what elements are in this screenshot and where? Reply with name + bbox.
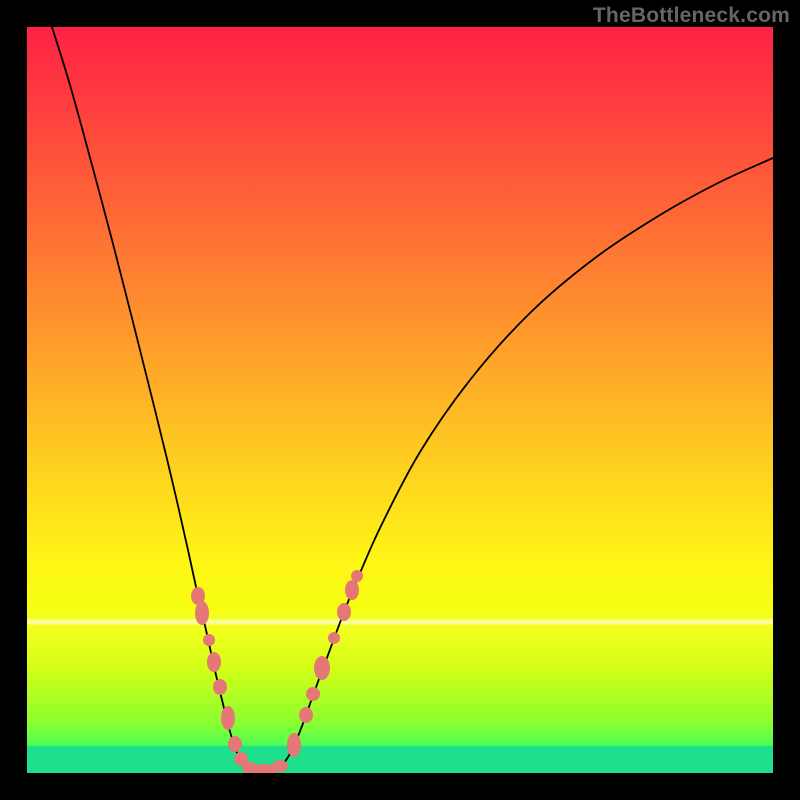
chart-background: [27, 27, 773, 773]
chart-container: TheBottleneck.com: [0, 0, 800, 800]
data-marker: [213, 679, 227, 695]
data-marker: [272, 760, 288, 772]
data-marker: [351, 570, 363, 582]
data-marker: [328, 632, 340, 644]
data-marker: [345, 580, 359, 600]
data-marker: [221, 706, 235, 730]
data-marker: [195, 601, 209, 625]
bottleneck-curve-chart: [0, 0, 800, 800]
data-marker: [337, 603, 351, 621]
data-marker: [314, 656, 330, 680]
data-marker: [203, 634, 215, 646]
data-marker: [299, 707, 313, 723]
data-marker: [287, 733, 301, 757]
data-marker: [207, 652, 221, 672]
data-marker: [228, 736, 242, 752]
data-marker: [306, 687, 320, 701]
